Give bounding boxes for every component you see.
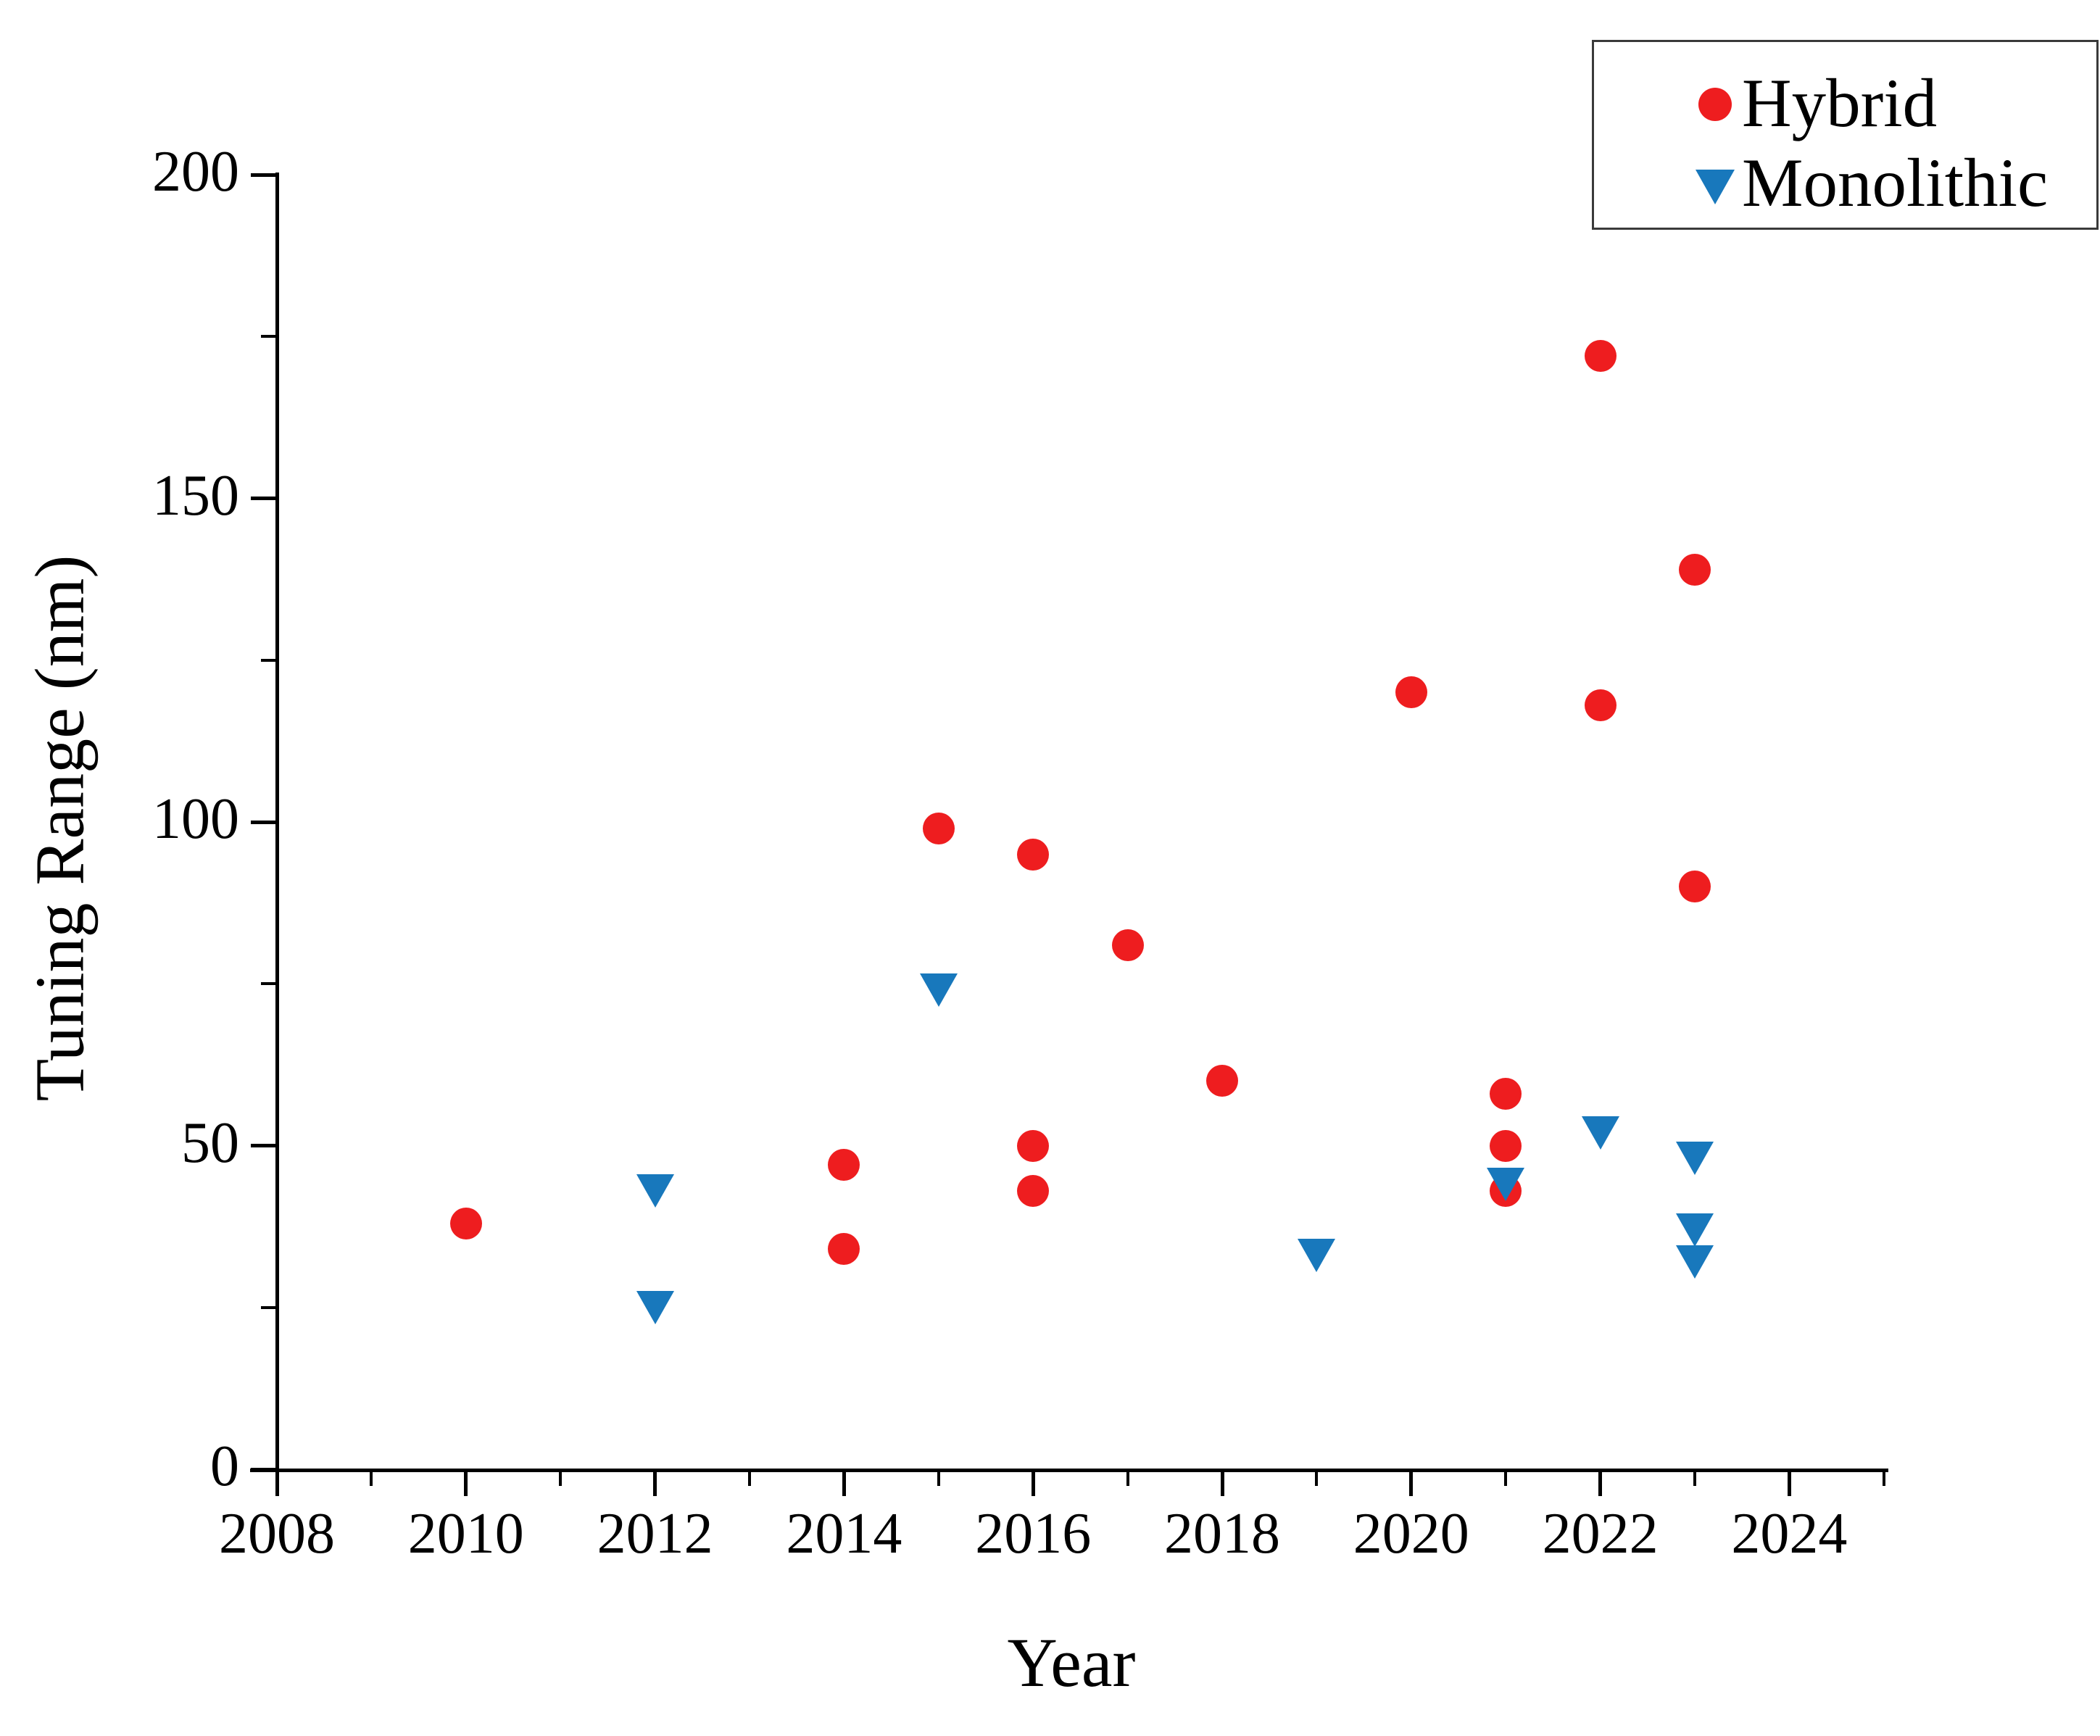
y-minor-tick <box>261 658 277 662</box>
data-point-hybrid <box>1017 1175 1050 1207</box>
data-point-hybrid <box>1206 1065 1238 1097</box>
data-point-hybrid <box>828 1149 860 1181</box>
x-minor-tick <box>1504 1470 1508 1486</box>
x-tick-label: 2008 <box>219 1502 335 1566</box>
x-minor-tick <box>1315 1470 1319 1486</box>
x-minor-tick <box>1126 1470 1129 1486</box>
x-major-tick <box>464 1470 468 1496</box>
data-point-monolithic <box>1676 1245 1714 1279</box>
data-point-hybrid <box>922 812 955 844</box>
legend-label-monolithic: Monolithic <box>1742 144 2049 221</box>
y-axis-line <box>275 173 279 1472</box>
y-tick-label: 50 <box>181 1110 239 1175</box>
data-point-monolithic <box>1298 1239 1336 1273</box>
x-minor-tick <box>370 1470 373 1486</box>
x-tick-label: 2022 <box>1542 1502 1659 1566</box>
data-point-monolithic <box>636 1174 674 1208</box>
data-point-hybrid <box>449 1207 482 1239</box>
y-axis-title: Tuning Range (nm) <box>20 555 99 1102</box>
x-tick-label: 2014 <box>786 1502 902 1566</box>
y-major-tick <box>251 173 277 177</box>
hybrid-circle-icon <box>1698 88 1732 121</box>
y-minor-tick <box>261 982 277 986</box>
data-point-hybrid <box>1490 1129 1522 1162</box>
x-tick-label: 2018 <box>1164 1502 1280 1566</box>
x-tick-label: 2010 <box>407 1502 524 1566</box>
data-point-monolithic <box>636 1290 674 1324</box>
legend: Hybrid Monolithic <box>1592 40 2099 230</box>
y-minor-tick <box>261 1305 277 1309</box>
x-major-tick <box>1787 1470 1791 1496</box>
legend-row-hybrid: Hybrid <box>1594 64 2096 144</box>
y-major-tick <box>251 497 277 500</box>
y-tick-label: 100 <box>152 787 239 851</box>
x-major-tick <box>275 1470 279 1496</box>
data-point-hybrid <box>828 1233 860 1266</box>
data-point-monolithic <box>1487 1168 1525 1202</box>
x-major-tick <box>1409 1470 1414 1496</box>
y-tick-label: 200 <box>152 140 239 204</box>
data-point-hybrid <box>1395 676 1427 709</box>
y-major-tick <box>251 820 277 824</box>
x-minor-tick <box>559 1470 563 1486</box>
x-major-tick <box>653 1470 657 1496</box>
x-minor-tick <box>748 1470 751 1486</box>
data-point-hybrid <box>1017 1129 1050 1162</box>
data-point-monolithic <box>919 973 958 1008</box>
x-tick-label: 2012 <box>597 1502 713 1566</box>
x-major-tick <box>1598 1470 1603 1496</box>
x-tick-label: 2020 <box>1353 1502 1469 1566</box>
legend-row-monolithic: Monolithic <box>1594 144 2096 223</box>
data-point-hybrid <box>1679 553 1711 586</box>
x-major-tick <box>1220 1470 1224 1496</box>
x-minor-tick <box>1693 1470 1696 1486</box>
y-minor-tick <box>261 335 277 339</box>
x-minor-tick <box>1882 1470 1885 1486</box>
x-axis-title: Year <box>1007 1624 1136 1701</box>
data-point-monolithic <box>1676 1142 1714 1176</box>
monolithic-triangle-icon <box>1696 170 1735 204</box>
x-major-tick <box>1031 1470 1035 1496</box>
x-axis-line <box>250 1469 1888 1472</box>
data-point-monolithic <box>1676 1213 1714 1247</box>
x-tick-label: 2024 <box>1731 1502 1848 1566</box>
y-tick-label: 0 <box>210 1434 239 1498</box>
data-point-hybrid <box>1111 929 1144 961</box>
y-major-tick <box>251 1467 277 1471</box>
data-point-monolithic <box>1581 1116 1619 1150</box>
data-point-hybrid <box>1017 838 1050 871</box>
x-tick-label: 2016 <box>975 1502 1092 1566</box>
y-tick-label: 150 <box>152 463 239 528</box>
x-major-tick <box>842 1470 846 1496</box>
data-point-hybrid <box>1679 871 1711 903</box>
x-minor-tick <box>937 1470 940 1486</box>
data-point-hybrid <box>1490 1078 1522 1110</box>
data-point-hybrid <box>1584 689 1616 722</box>
data-point-hybrid <box>1584 340 1616 373</box>
legend-label-hybrid: Hybrid <box>1742 65 1938 141</box>
y-major-tick <box>251 1144 277 1147</box>
